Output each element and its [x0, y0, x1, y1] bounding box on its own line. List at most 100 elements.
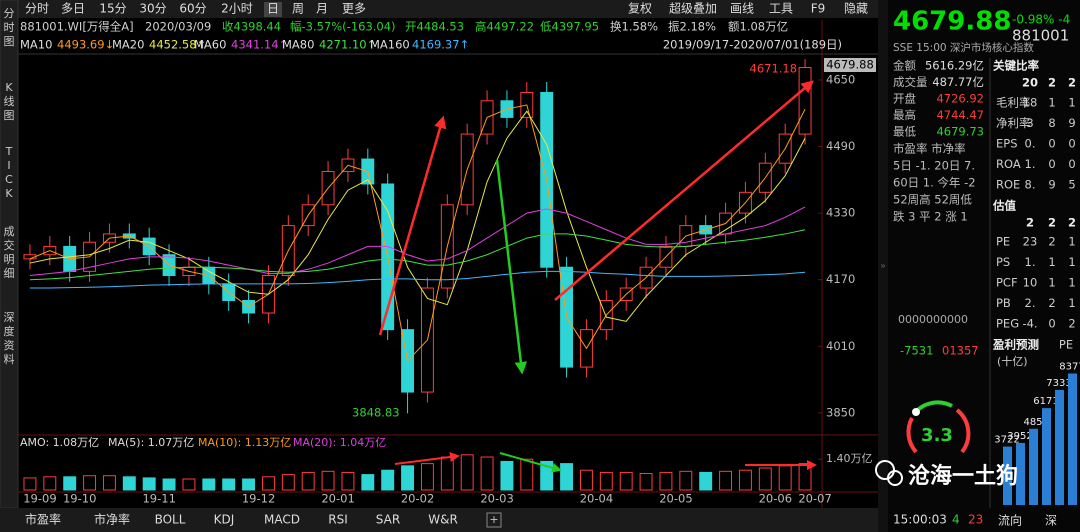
- quote-stat: 市盈率 市净率: [893, 142, 966, 156]
- table-cell: 0: [1068, 137, 1075, 151]
- volume-bar: [679, 470, 693, 491]
- toolbar-button[interactable]: 隐藏: [844, 2, 868, 16]
- info-item: 收4398.44: [222, 20, 281, 34]
- volume-bar: [102, 475, 116, 491]
- quote-tab[interactable]: 深: [1045, 514, 1057, 528]
- x-tick-label: 20-05: [659, 492, 692, 506]
- volume-legend: MA(5): 1.07万亿: [108, 436, 194, 449]
- table-head: 2: [1048, 76, 1056, 90]
- volume-bar: [719, 470, 733, 491]
- table-cell: 0: [1048, 157, 1055, 171]
- table-cell: 18: [1023, 96, 1038, 110]
- toolbar-tab[interactable]: 30分: [139, 2, 166, 16]
- legend-value: 4493.69↓: [57, 38, 114, 52]
- y-tick-label: 4170: [826, 272, 855, 286]
- bottom-tab[interactable]: MACD: [264, 513, 300, 527]
- legend-value: 4169.37↑: [412, 38, 469, 52]
- toolbar-button[interactable]: 工具: [769, 2, 793, 16]
- range-label: 2019/09/17-2020/07/01(189日): [663, 38, 842, 52]
- toolbar-tab[interactable]: 日: [267, 2, 279, 16]
- splitter[interactable]: [878, 0, 888, 532]
- quote-pos: 01357: [942, 344, 979, 358]
- toolbar-tab[interactable]: 周: [292, 2, 304, 16]
- legend-value: 4452.58↑: [149, 38, 206, 52]
- table-cell: PCF: [996, 276, 1018, 290]
- quote-time: 15:00:03: [893, 513, 947, 527]
- bottom-tab[interactable]: 市净率: [94, 512, 130, 527]
- bottom-tab[interactable]: 市盈率: [25, 512, 61, 527]
- toolbar-tab[interactable]: 15分: [99, 2, 126, 16]
- table-cell: 3: [1026, 116, 1033, 130]
- legend-value: 4271.10↑: [319, 38, 376, 52]
- quote-subtitle: SSE 15:00 深沪市场核心指数: [893, 41, 1034, 54]
- toolbar-button[interactable]: 复权: [628, 2, 652, 16]
- volume-bar: [420, 463, 434, 491]
- toolbar-tab[interactable]: 60分: [179, 2, 206, 16]
- table-cell: 23: [1023, 235, 1038, 249]
- side-tab[interactable]: K 线图: [4, 81, 15, 122]
- table-cell: 9: [1048, 178, 1055, 192]
- table-cell: PB: [996, 296, 1011, 310]
- add-icon: +: [489, 513, 498, 526]
- toolbar-tab[interactable]: 2小时: [221, 2, 253, 16]
- volume-bar: [162, 478, 176, 491]
- toolbar-tab[interactable]: 更多: [342, 2, 366, 16]
- toolbar-tab[interactable]: 多日: [61, 2, 85, 16]
- table-cell: 1: [1068, 276, 1075, 290]
- wechat-icon: [875, 460, 903, 486]
- toolbar-tab[interactable]: 分时: [25, 2, 49, 16]
- volume-bar: [281, 474, 295, 491]
- forecast-label: 8377: [1059, 362, 1080, 373]
- quote-label: 成交量: [893, 75, 928, 89]
- volume-bar: [758, 467, 772, 491]
- quote-digits: 0000000000: [898, 313, 968, 326]
- table-head: 2: [1068, 76, 1076, 90]
- volume-legend: MA(20): 1.04万亿: [293, 436, 386, 449]
- quote-value: 4726.92: [936, 92, 984, 106]
- volume-bar: [599, 471, 613, 491]
- toolbar-tab[interactable]: 月: [316, 2, 328, 16]
- info-item: 振2.18%: [668, 20, 716, 34]
- bottom-tab[interactable]: SAR: [376, 513, 400, 527]
- bottom-tab[interactable]: BOLL: [155, 513, 186, 527]
- volume-bar: [341, 471, 355, 491]
- legend-name: MA20: [112, 38, 144, 52]
- quote-down: 4: [952, 513, 960, 527]
- forecast-label: 3722: [994, 435, 1019, 446]
- table-head: 20: [1022, 76, 1038, 90]
- bottom-tab[interactable]: W&R: [428, 513, 458, 527]
- side-tab[interactable]: 分时图: [4, 7, 15, 48]
- forecast-bar: [1055, 389, 1064, 505]
- annotation: 4671.18: [750, 62, 798, 76]
- side-tab[interactable]: 成交明细: [4, 225, 15, 280]
- toolbar-button[interactable]: 画线: [730, 2, 754, 16]
- bottom-tab[interactable]: RSI: [328, 513, 348, 527]
- table-cell: 1.: [1025, 157, 1036, 171]
- ma-line: [29, 206, 806, 277]
- candle-body: [798, 67, 812, 135]
- legend-name: MA10: [20, 38, 52, 52]
- forecast-label: 7333: [1046, 378, 1071, 389]
- x-tick-label: 20-01: [321, 492, 354, 506]
- bottom-tab[interactable]: KDJ: [214, 513, 235, 527]
- volume-bar: [619, 471, 633, 491]
- quote-change: -0.98% -4: [1012, 13, 1070, 27]
- toolbar-button[interactable]: F9: [811, 2, 826, 16]
- x-tick-label: 19-10: [63, 492, 96, 506]
- forecast-bar: [1003, 446, 1012, 505]
- forecast-label: 6171: [1033, 396, 1058, 407]
- quote-tab[interactable]: 流向: [998, 513, 1022, 528]
- add-tab[interactable]: [486, 512, 502, 528]
- y-tick-label: 4490: [826, 139, 855, 153]
- volume-bar: [321, 470, 335, 491]
- quote-value: 487.77亿: [932, 75, 984, 89]
- volume-bar: [540, 460, 554, 491]
- x-tick-label: 20-03: [480, 492, 513, 506]
- volume-bar: [480, 456, 494, 491]
- quote-value: 4744.47: [936, 108, 984, 122]
- x-tick-label: 19-12: [242, 492, 275, 506]
- toolbar-button[interactable]: 超级叠加: [669, 1, 717, 16]
- side-tab[interactable]: 深度资料: [4, 311, 15, 366]
